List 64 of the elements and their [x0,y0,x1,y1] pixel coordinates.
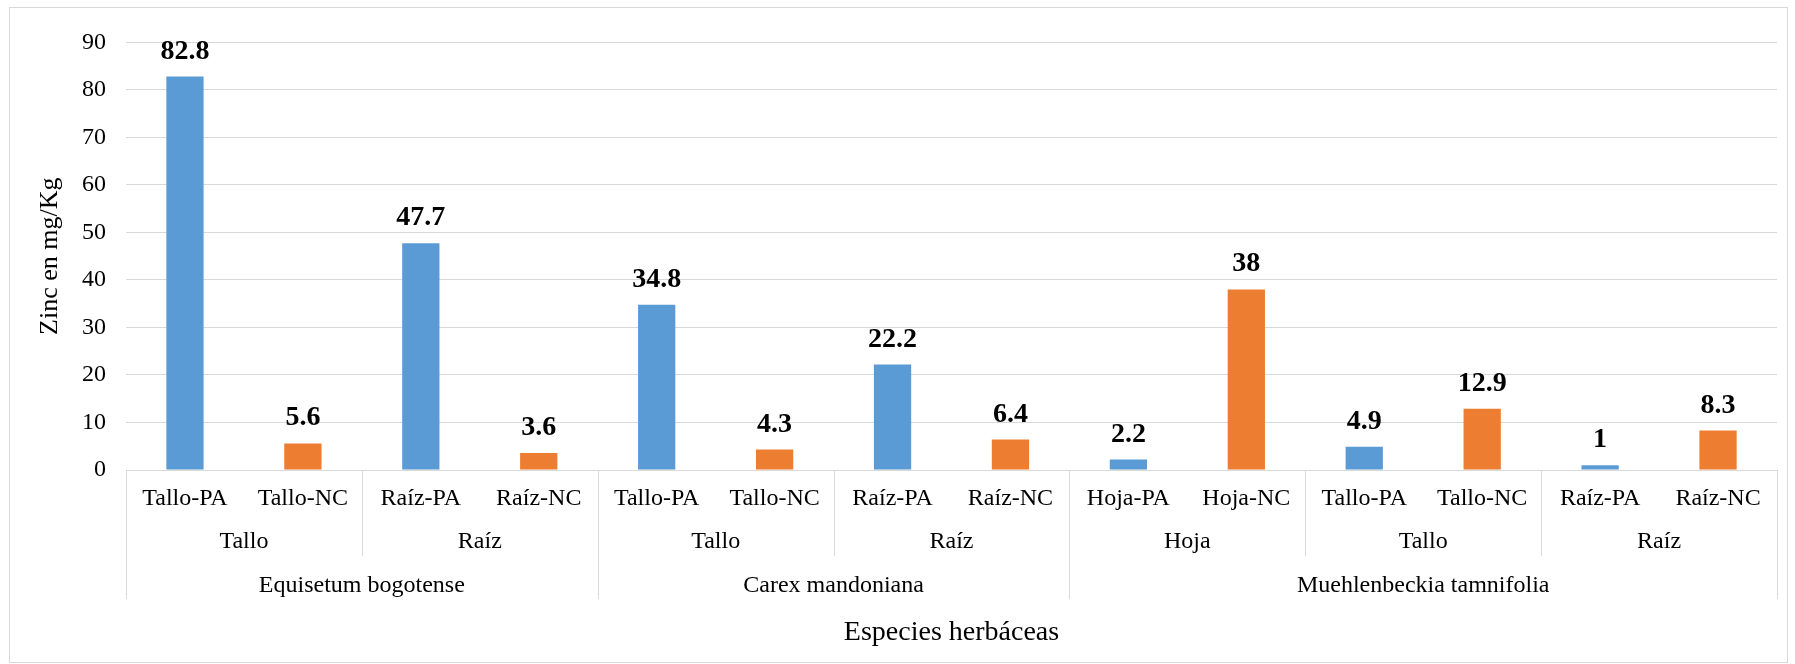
data-label: 4.9 [1346,403,1382,435]
x-tick-label: Raíz-NC [496,483,582,510]
bar [520,452,558,470]
bar [638,304,676,470]
bar [1345,446,1383,470]
data-label: 5.6 [285,400,321,432]
x-tick-label: Raíz-NC [1675,483,1761,510]
text: Tallo [1398,526,1448,553]
y-tick-label: 50 [82,217,106,244]
bar [402,243,440,470]
x-tick-label: Raíz-PA [380,483,462,510]
data-label: 1 [1593,422,1608,454]
bar [873,364,912,470]
bar [284,443,322,470]
bar [991,439,1030,470]
bar [166,76,204,470]
data-label: 4.3 [757,406,793,438]
data-label: 6.4 [992,396,1028,428]
data-label: 82.8 [160,33,210,65]
x-tick-label: Hoja-NC [1202,483,1291,510]
text: Raíz [1637,526,1682,553]
bar [1227,289,1265,470]
y-tick-label: 70 [82,122,106,149]
bar [1463,408,1501,470]
x-tick-label: Tallo-NC [1437,483,1528,510]
y-tick-label: 30 [82,312,106,339]
data-label: 12.9 [1457,365,1507,397]
text: Tallo [219,526,269,553]
x-axis-title: Especies herbáceas [843,614,1060,646]
x-tick-label: Tallo-PA [142,483,229,510]
y-tick-label: 90 [82,27,106,54]
data-label: 34.8 [632,261,682,293]
y-tick-label: 60 [82,170,106,197]
text: Raíz [457,526,502,553]
text: Hoja [1164,526,1212,553]
y-axis-title: Zinc en mg/Kg [34,177,64,335]
bar [755,449,794,470]
y-tick-label: 80 [82,75,106,102]
x-tick-label: Raíz-PA [852,483,934,510]
x-tick-label: Tallo-NC [257,483,349,510]
text: Tallo [691,526,741,553]
y-tick-label: 10 [82,407,106,434]
y-tick-label: 40 [82,265,106,292]
text: Muehlenbeckia tamnifolia [1296,570,1550,597]
bar [1699,430,1737,470]
x-tick-label: Raíz-NC [967,483,1054,510]
data-label: 22.2 [868,321,918,353]
data-label: 2.2 [1110,416,1146,448]
data-label: 8.3 [1700,387,1736,419]
y-tick-label: 20 [82,360,106,387]
data-label: 3.6 [521,409,557,441]
bar [1581,465,1619,470]
text: Raíz [929,526,974,553]
text: Equisetum bogotense [258,570,465,597]
data-label: 47.7 [396,200,446,232]
x-tick-label: Hoja-PA [1086,483,1171,510]
text: Carex mandoniana [743,570,925,597]
y-tick-label: 0 [94,455,106,482]
x-tick-label: Tallo-NC [729,483,820,510]
x-tick-label: Raíz-PA [1559,483,1641,510]
bar [1109,459,1148,470]
x-tick-label: Tallo-PA [1321,483,1408,510]
x-tick-label: Tallo-PA [613,483,701,510]
data-label: 38 [1232,246,1261,278]
